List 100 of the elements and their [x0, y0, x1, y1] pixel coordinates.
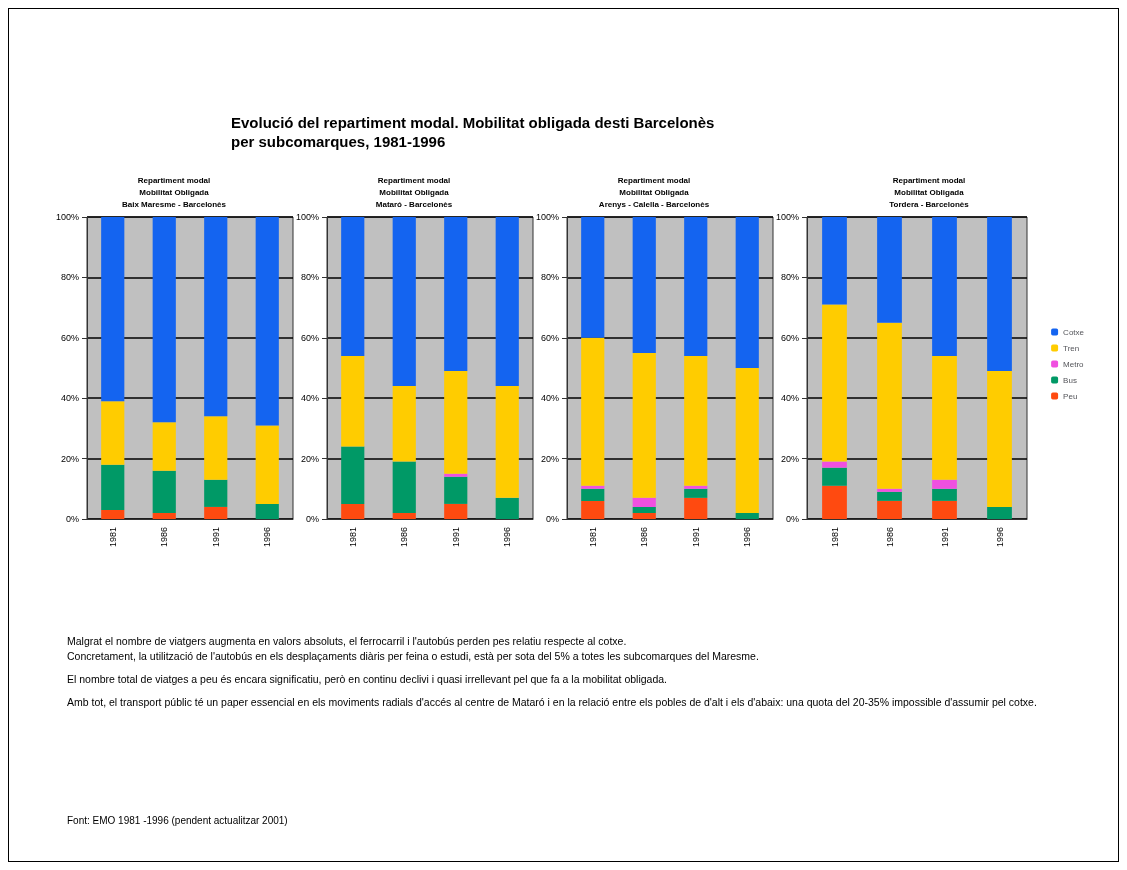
- y-tick-label: 100%: [535, 212, 559, 222]
- y-tick-label: 80%: [780, 272, 799, 283]
- x-tick-label: 1981: [107, 527, 118, 548]
- bar: [392, 217, 416, 387]
- bar: [444, 473, 468, 477]
- bar: [932, 500, 957, 519]
- bar: [877, 322, 902, 489]
- text: Font: EMO 1981 -1996 (pendent actualitzar 2001): [67, 815, 288, 826]
- text: Evolució del repartiment modal. Mobilitat obligada desti Barcelonès per subcomarques, 1981-1996: [231, 113, 715, 151]
- chart-title: Repartiment modal Mobilitat Obligada Arenys - Calella - Barcelonès: [598, 175, 710, 209]
- bar: [204, 416, 228, 480]
- y-tick-label: 80%: [540, 272, 559, 283]
- bar: [581, 485, 605, 489]
- y-tick-label: 0%: [545, 514, 559, 524]
- bar: [444, 217, 468, 372]
- y-tick-label: 60%: [780, 332, 799, 343]
- bar: [444, 371, 468, 474]
- bar: [987, 506, 1012, 519]
- bar: [684, 497, 708, 519]
- bar: [822, 485, 847, 519]
- bar: [632, 512, 656, 519]
- bar: [684, 488, 708, 498]
- x-tick-label: 1981: [829, 527, 840, 548]
- bar: [632, 506, 656, 513]
- y-tick-label: 60%: [300, 332, 319, 343]
- bar: [735, 512, 759, 519]
- x-tick-label: 1991: [450, 527, 461, 548]
- y-tick-label: 100%: [295, 212, 319, 222]
- bar: [204, 506, 228, 519]
- x-tick-label: 1986: [159, 527, 170, 548]
- bar: [444, 476, 468, 504]
- chart-title: Repartiment modal Mobilitat Obligada Mataró - Barcelonès: [375, 175, 453, 209]
- x-tick-label: 1986: [399, 527, 410, 548]
- text: Amb tot, el transport públic té un paper essencial en els moviments radials d'accés al centre de Mataró i en la relació entre els pobles de d'alt i els d'abaix: una quota del 20-35% impossible d'assumir pel cotxe.: [67, 695, 1038, 710]
- bar: [341, 446, 365, 504]
- y-tick-label: 60%: [60, 332, 79, 343]
- bar: [932, 479, 957, 489]
- x-tick-label: 1996: [502, 527, 513, 548]
- bar: [822, 467, 847, 486]
- bar: [101, 401, 125, 465]
- bar: [632, 497, 656, 507]
- legend-label: Tren: [1063, 343, 1080, 353]
- bar: [392, 461, 416, 513]
- y-tick-label: 40%: [60, 393, 79, 404]
- bar: [877, 500, 902, 519]
- bar: [581, 217, 605, 338]
- bar: [735, 217, 759, 368]
- bar: [877, 491, 902, 501]
- y-tick-label: 100%: [55, 212, 79, 222]
- bar: [877, 488, 902, 492]
- bar: [204, 479, 228, 507]
- bar: [632, 352, 656, 498]
- bar: [932, 355, 957, 480]
- x-tick-label: 1981: [587, 527, 598, 548]
- bar: [495, 386, 519, 498]
- y-tick-label: 80%: [300, 272, 319, 283]
- y-tick-label: 0%: [65, 514, 79, 524]
- bar: [581, 500, 605, 519]
- bar: [684, 217, 708, 356]
- x-tick-label: 1991: [939, 527, 950, 548]
- bar: [152, 217, 176, 423]
- bar: [152, 422, 176, 471]
- bar: [495, 217, 519, 387]
- bar: [987, 371, 1012, 507]
- y-tick-label: 40%: [540, 393, 559, 404]
- bar: [684, 485, 708, 489]
- x-tick-label: 1986: [884, 527, 895, 548]
- bar: [684, 355, 708, 486]
- bar: [341, 355, 365, 447]
- bar: [392, 386, 416, 462]
- y-tick-label: 20%: [780, 453, 799, 464]
- bar: [392, 512, 416, 519]
- bar: [152, 512, 176, 519]
- y-tick-label: 40%: [780, 393, 799, 404]
- legend-label: Bus: [1063, 375, 1077, 385]
- bar: [932, 488, 957, 501]
- x-tick-label: 1986: [639, 527, 650, 548]
- bar: [735, 368, 759, 513]
- bar: [581, 488, 605, 501]
- bar: [101, 217, 125, 402]
- bar: [204, 217, 228, 417]
- bar: [341, 217, 365, 356]
- bar: [444, 503, 468, 519]
- y-tick-label: 40%: [300, 393, 319, 404]
- y-tick-label: 60%: [540, 332, 559, 343]
- x-tick-label: 1996: [262, 527, 273, 548]
- bar: [822, 461, 847, 468]
- bar: [255, 425, 279, 504]
- bar: [822, 304, 847, 462]
- x-tick-label: 1991: [210, 527, 221, 548]
- legend-label: Peu: [1063, 391, 1078, 401]
- bar: [987, 217, 1012, 372]
- x-tick-label: 1996: [994, 527, 1005, 548]
- legend-label: Cotxe: [1063, 327, 1085, 337]
- legend-label: Metro: [1063, 359, 1085, 369]
- x-tick-label: 1981: [347, 527, 358, 548]
- y-tick-label: 20%: [540, 453, 559, 464]
- y-tick-label: 80%: [60, 272, 79, 283]
- y-tick-label: 20%: [300, 453, 319, 464]
- bar: [255, 503, 279, 519]
